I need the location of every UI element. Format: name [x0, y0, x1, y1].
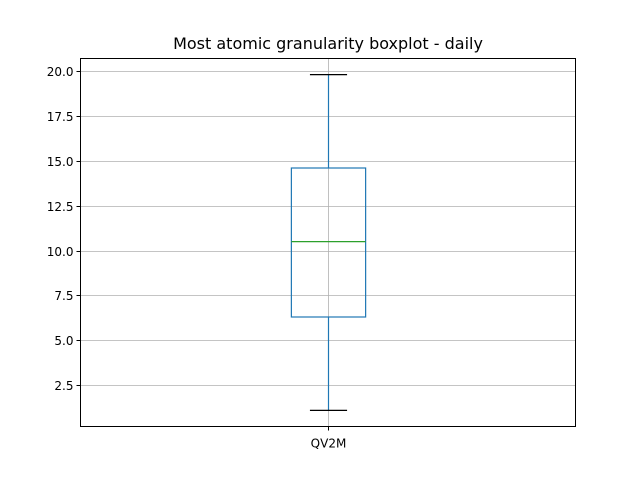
x-tick-label: QV2M	[311, 437, 347, 451]
plot-layer	[290, 74, 367, 411]
y-tick-label: 17.5	[47, 110, 74, 124]
x-axis: QV2M	[311, 426, 347, 451]
y-tick-label: 20.0	[47, 65, 74, 79]
chart-title: Most atomic granularity boxplot - daily	[173, 34, 483, 53]
y-tick-label: 12.5	[47, 200, 74, 214]
y-tick-label: 5.0	[54, 334, 73, 348]
y-tick-label: 10.0	[47, 245, 74, 259]
y-axis: 2.5 5.0 7.5 10.0 12.5 15.0 17.5 20.0	[47, 65, 81, 393]
box-iqr	[290, 167, 367, 318]
y-tick-label: 2.5	[54, 379, 73, 393]
y-tick-label: 7.5	[54, 289, 73, 303]
y-tick-label: 15.0	[47, 155, 74, 169]
